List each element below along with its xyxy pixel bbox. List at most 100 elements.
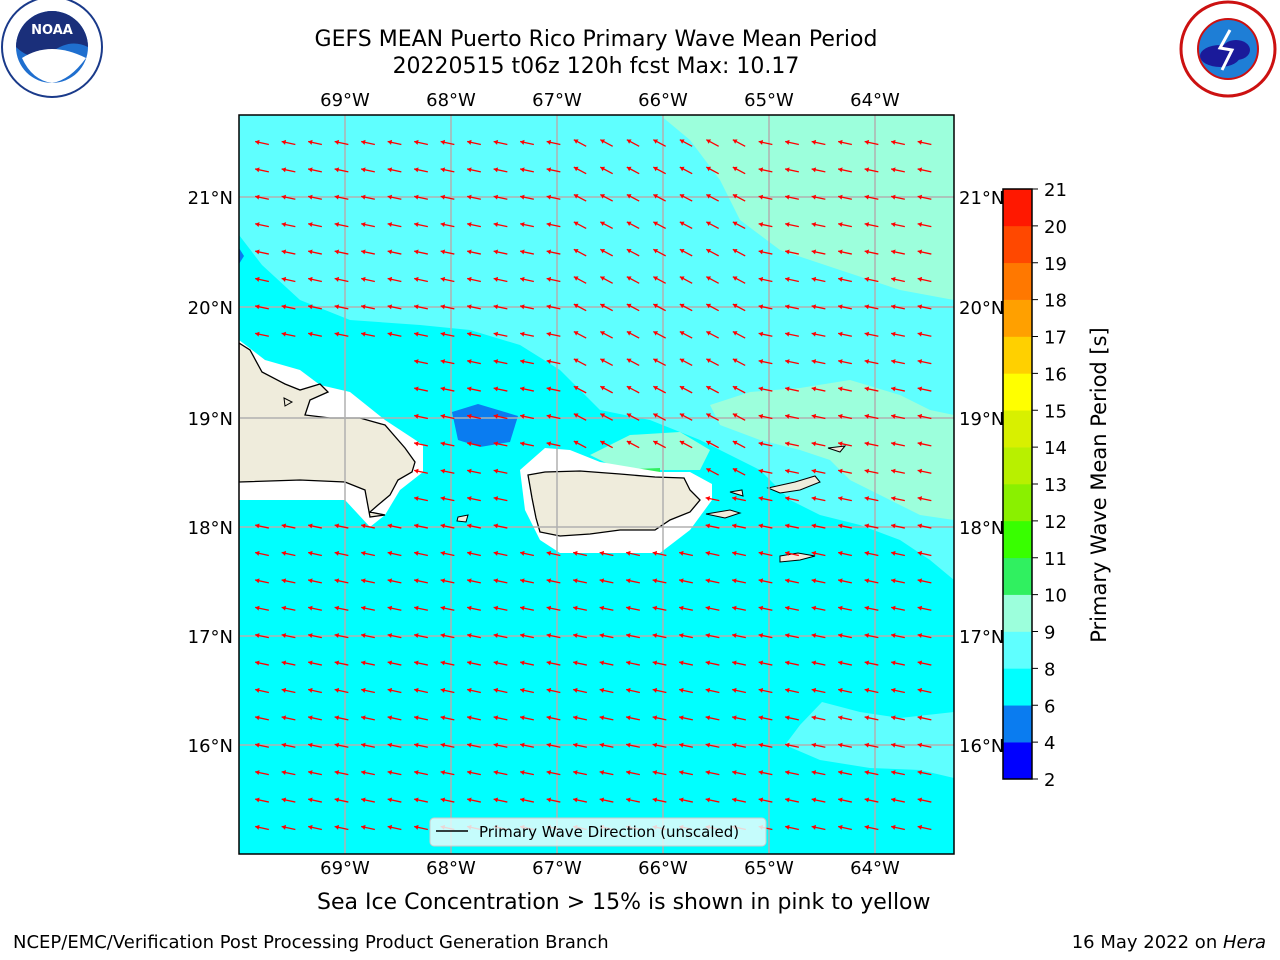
wave-direction-arrow — [440, 359, 455, 365]
wave-direction-arrow — [732, 385, 746, 394]
wave-direction-arrow — [573, 413, 587, 421]
wave-direction-arrow — [626, 166, 640, 175]
wave-direction-arrow — [891, 770, 905, 776]
map-frame — [238, 114, 955, 855]
wave-direction-arrow — [573, 687, 587, 694]
wave-direction-arrow — [520, 304, 534, 310]
wave-direction-arrow — [546, 276, 561, 283]
wave-direction-arrow — [281, 331, 296, 337]
wave-direction-arrow — [467, 715, 481, 721]
wave-direction-arrow — [334, 633, 349, 639]
wave-direction-arrow — [361, 797, 375, 803]
wave-direction-arrow — [546, 660, 561, 666]
wave-direction-arrow — [361, 139, 375, 146]
wave-direction-arrow — [705, 715, 720, 721]
wave-direction-arrow — [811, 633, 826, 639]
wave-direction-arrow — [864, 331, 879, 337]
wave-direction-arrow — [758, 304, 773, 310]
wave-direction-arrow — [811, 413, 826, 420]
chart-title: GEFS MEAN Puerto Rico Primary Wave Mean … — [314, 27, 878, 52]
wave-direction-arrow — [626, 440, 640, 449]
wave-direction-arrow — [758, 742, 773, 748]
puerto-rico-land — [527, 470, 701, 537]
wave-direction-arrow — [414, 660, 428, 666]
wave-direction-arrow — [281, 770, 296, 776]
wave-direction-arrow — [414, 523, 428, 529]
wave-direction-arrow — [679, 550, 693, 557]
wave-direction-arrow — [652, 550, 667, 557]
wave-direction-arrow — [361, 633, 375, 639]
period-8-9-se-fill — [785, 702, 954, 778]
wave-direction-arrow — [414, 496, 428, 502]
wave-direction-arrow — [493, 523, 508, 529]
wave-direction-arrow — [626, 413, 640, 421]
wave-direction-arrow — [758, 413, 773, 420]
wave-direction-arrow — [811, 468, 826, 474]
colorbar-swatch — [1003, 520, 1032, 559]
wave-direction-arrow — [467, 139, 481, 146]
wave-direction-arrow — [600, 276, 613, 284]
wave-direction-arrow — [891, 359, 905, 365]
colorbar-swatch — [1003, 299, 1032, 337]
wave-direction-arrow — [414, 386, 428, 392]
wave-direction-arrow — [599, 550, 614, 557]
colorbar-swatch — [1003, 668, 1032, 706]
wave-direction-arrow — [255, 167, 269, 173]
wave-direction-arrow — [255, 797, 269, 803]
wave-direction-arrow — [785, 139, 799, 146]
wave-direction-arrow — [520, 167, 534, 173]
lon-label: 64°W — [850, 90, 900, 111]
wave-direction-arrow — [838, 660, 852, 666]
wave-direction-arrow — [255, 222, 269, 228]
wave-direction-arrow — [467, 441, 481, 447]
wave-direction-arrow — [864, 413, 879, 420]
wave-direction-arrow — [467, 331, 481, 337]
wave-direction-arrow — [891, 468, 905, 474]
wave-direction-arrow — [573, 633, 587, 639]
lat-labels-right: 21°N 20°N 19°N 18°N 17°N 16°N — [959, 188, 1004, 757]
wave-direction-arrow — [917, 331, 932, 337]
colorbar-tick-label: 12 — [1044, 512, 1067, 533]
wave-direction-arrow — [705, 523, 720, 529]
wave-direction-arrow — [308, 523, 322, 529]
wave-direction-arrow — [414, 139, 428, 146]
wave-direction-arrow — [440, 139, 455, 146]
wave-direction-arrow — [467, 770, 481, 776]
wave-direction-arrow — [573, 770, 587, 776]
wave-direction-arrow — [440, 194, 455, 200]
wave-direction-arrow — [891, 304, 905, 310]
wave-direction-arrow — [440, 222, 455, 228]
wave-direction-arrow — [891, 824, 905, 831]
islands-virgin — [766, 475, 821, 494]
wave-direction-arrow — [467, 249, 481, 255]
wave-direction-arrow — [467, 468, 481, 474]
wave-direction-arrow — [334, 660, 349, 666]
wave-direction-arrow — [520, 222, 534, 228]
wave-direction-arrow — [546, 386, 561, 392]
wave-direction-arrow — [520, 687, 534, 694]
chart-subtitle: 20220515 t06z 120h fcst Max: 10.17 — [392, 54, 800, 79]
wave-direction-arrow — [626, 715, 640, 721]
wave-direction-arrow — [573, 303, 587, 312]
wave-direction-arrow — [467, 797, 481, 803]
wave-direction-arrow — [440, 523, 455, 529]
wave-direction-arrow — [387, 715, 402, 721]
wave-direction-arrow — [626, 139, 640, 147]
wave-direction-arrow — [838, 468, 852, 474]
wave-direction-arrow — [361, 578, 375, 584]
wave-direction-arrow — [732, 687, 746, 694]
wave-direction-arrow — [308, 687, 322, 694]
wave-direction-arrow — [811, 687, 826, 694]
wave-direction-arrow — [679, 303, 693, 312]
wave-direction-arrow — [387, 331, 402, 337]
wave-direction-arrow — [891, 441, 905, 447]
wave-direction-arrow — [864, 605, 879, 611]
wave-direction-arrow — [811, 139, 826, 146]
hispaniola-land — [239, 342, 416, 518]
wave-direction-arrow — [308, 660, 322, 666]
wave-direction-arrow — [917, 167, 932, 173]
wave-direction-arrow — [732, 523, 746, 529]
wave-direction-arrow — [281, 167, 296, 173]
wave-direction-arrow — [414, 742, 428, 748]
wave-direction-arrow — [785, 797, 799, 803]
